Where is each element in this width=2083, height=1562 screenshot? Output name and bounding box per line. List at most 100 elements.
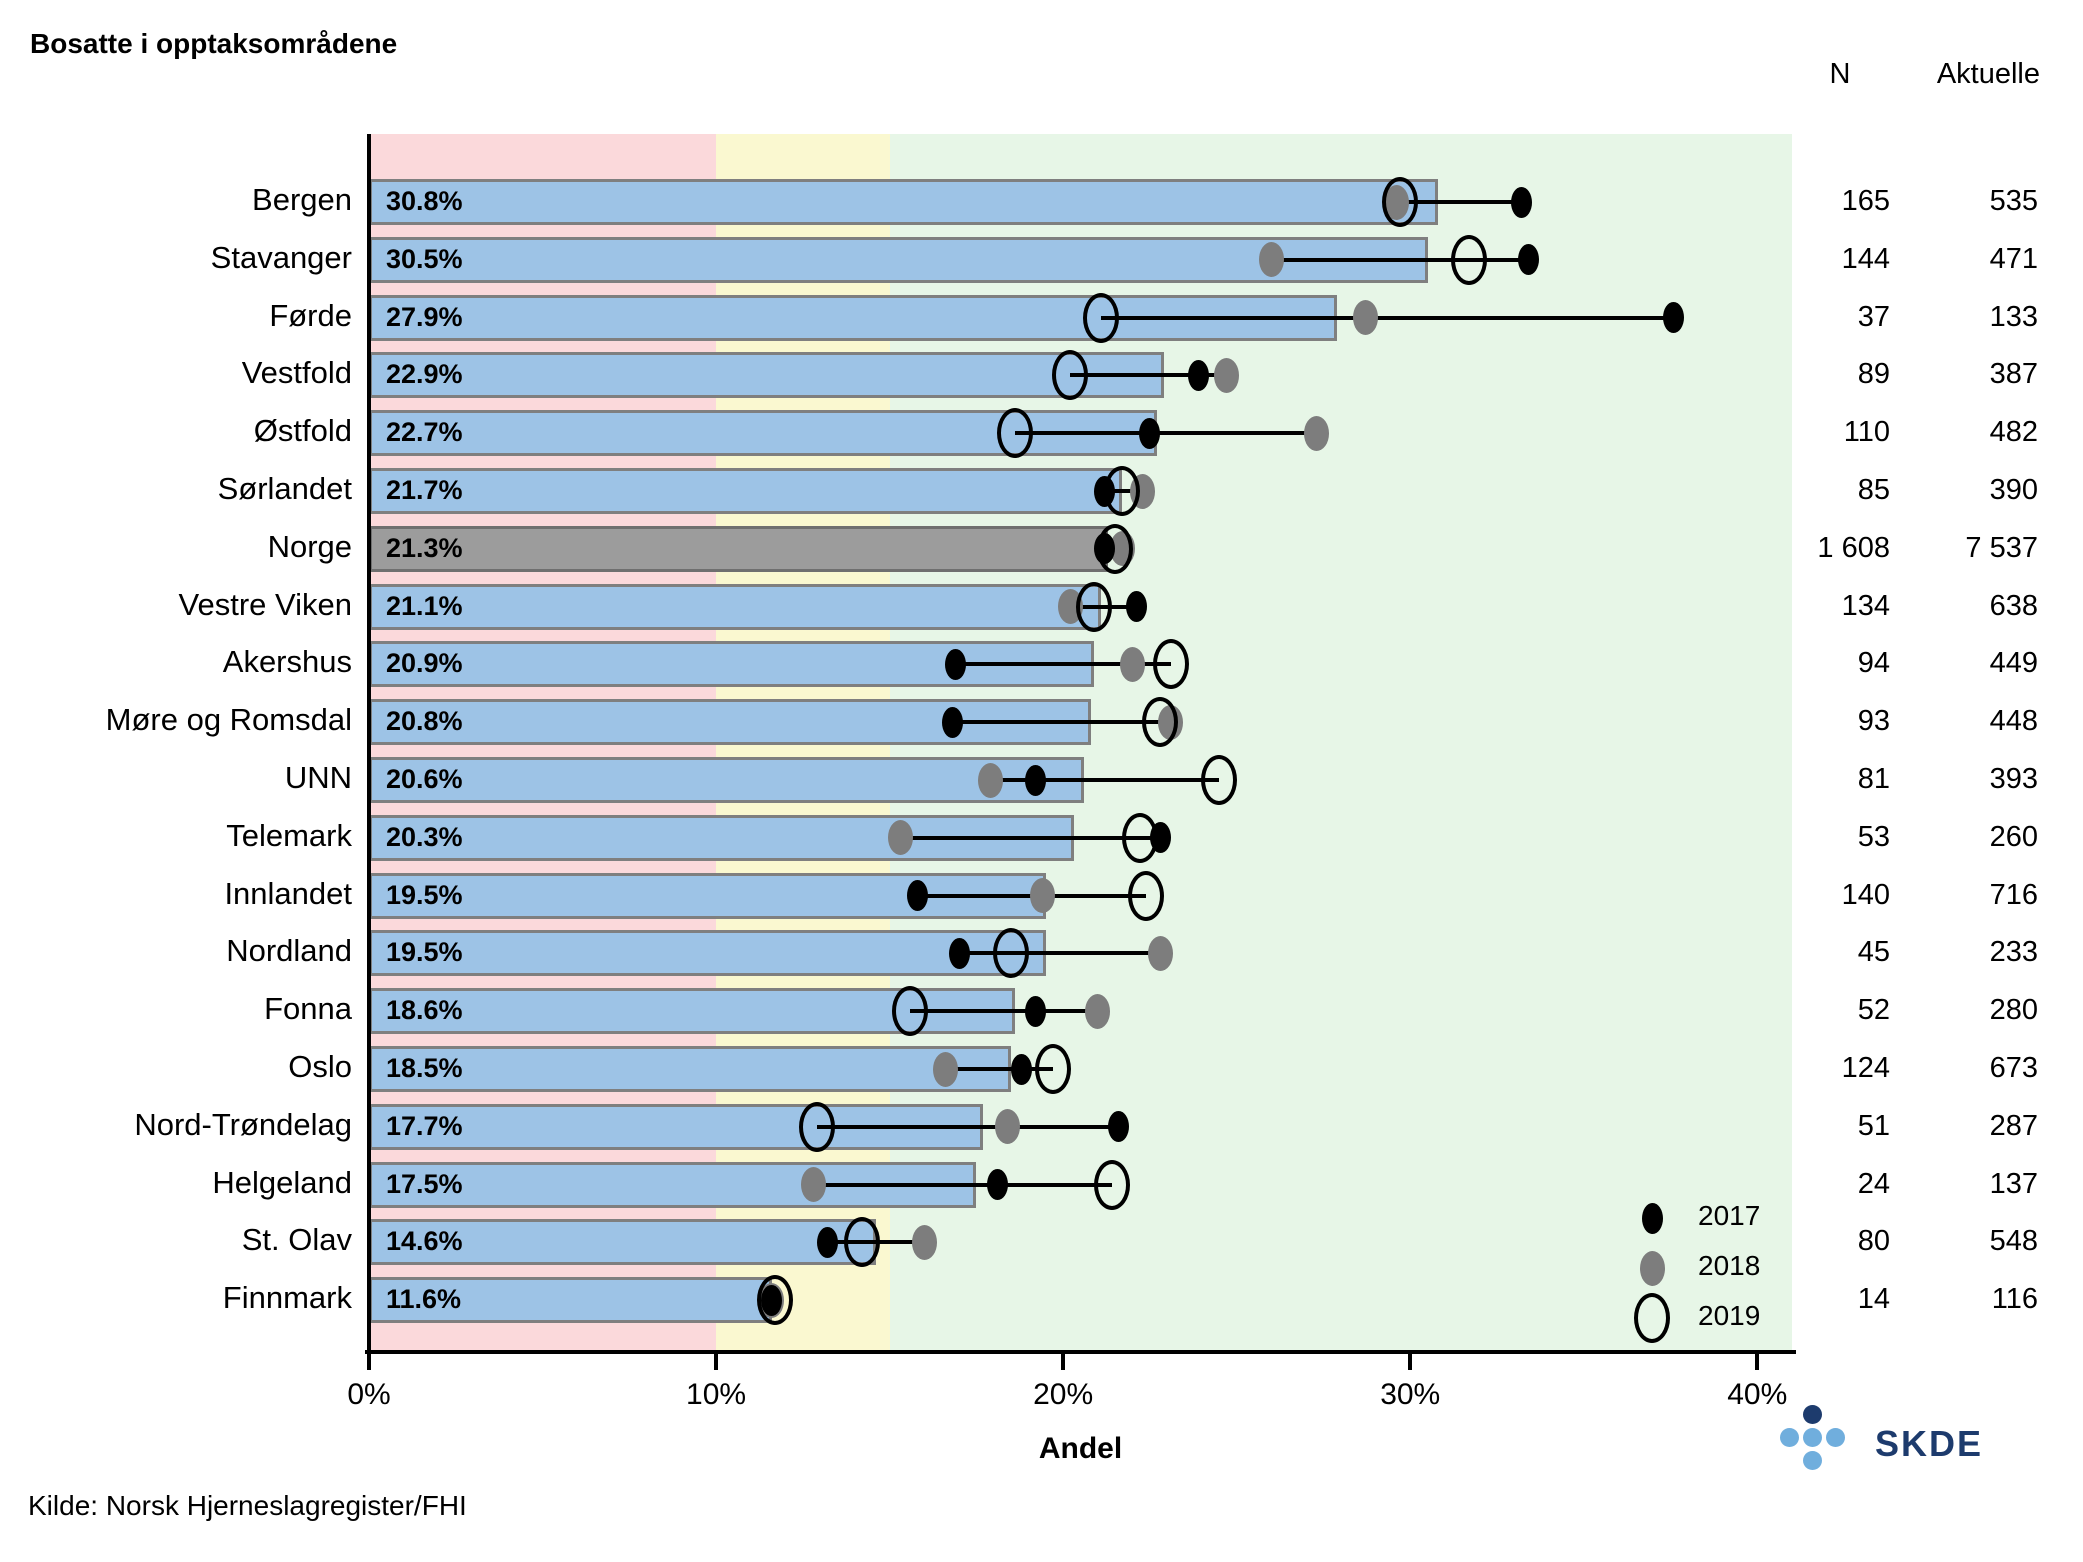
x-tick xyxy=(367,1354,371,1370)
dot-2017 xyxy=(1663,302,1685,334)
legend-marker-2019-icon xyxy=(1634,1293,1670,1343)
bar xyxy=(369,1277,772,1324)
x-tick-label: 20% xyxy=(1033,1378,1094,1411)
dot-2018 xyxy=(1120,646,1146,682)
bar xyxy=(369,1219,876,1266)
x-tick-label: 30% xyxy=(1380,1378,1441,1411)
row-label: Finnmark xyxy=(222,1280,352,1316)
bar-value-label: 20.3% xyxy=(386,821,463,852)
circle-2019 xyxy=(798,1101,835,1152)
circle-2019 xyxy=(1128,870,1165,921)
bar-value-label: 27.9% xyxy=(386,301,463,332)
circle-2019 xyxy=(1076,581,1113,632)
page-title: Bosatte i opptaksområdene xyxy=(30,28,398,59)
connector-line xyxy=(900,835,1161,840)
dot-2017 xyxy=(1108,1111,1130,1143)
bar xyxy=(369,930,1046,977)
logo-text: SKDE xyxy=(1875,1423,1984,1464)
row-label: Østfold xyxy=(253,413,352,449)
bar xyxy=(369,352,1164,399)
row-label: Bergen xyxy=(252,182,352,217)
aktuelle-value: 535 xyxy=(1989,185,2038,217)
row-label: Fonna xyxy=(264,991,352,1027)
row-label: Sørlandet xyxy=(217,471,352,506)
x-tick xyxy=(714,1354,719,1370)
connector-line xyxy=(1014,431,1317,436)
connector-line xyxy=(959,951,1161,956)
bar-value-label: 21.3% xyxy=(386,532,463,563)
n-value: 37 xyxy=(1857,300,1890,333)
circle-2019 xyxy=(1142,697,1179,748)
legend-label: 2018 xyxy=(1698,1250,1761,1281)
aktuelle-value: 7 537 xyxy=(1965,531,2038,564)
bar-value-label: 19.5% xyxy=(386,879,463,910)
connector-line xyxy=(990,778,1220,782)
circle-2019 xyxy=(1152,639,1189,690)
bar-value-label: 30.5% xyxy=(386,243,463,274)
connector-line xyxy=(955,662,1171,667)
x-tick-label: 10% xyxy=(686,1378,747,1411)
circle-2019 xyxy=(996,408,1033,459)
n-value: 53 xyxy=(1857,820,1890,853)
dot-2017 xyxy=(986,1169,1008,1201)
circle-2019 xyxy=(993,928,1030,979)
connector-line xyxy=(813,1182,1112,1187)
n-value: 93 xyxy=(1857,705,1890,738)
bar-value-label: 21.1% xyxy=(386,590,463,621)
dot-2017 xyxy=(1010,1053,1032,1085)
dot-2017 xyxy=(1139,417,1161,449)
logo-dot-left xyxy=(1780,1428,1799,1447)
dot-2017 xyxy=(816,1226,838,1258)
circle-2019 xyxy=(1201,755,1238,805)
column-header-aktuelle: Aktuelle xyxy=(1936,58,2040,90)
bar-value-label: 19.5% xyxy=(386,937,463,968)
dot-2017 xyxy=(1510,186,1532,218)
circle-2019 xyxy=(1093,1159,1130,1210)
dot-2018 xyxy=(977,762,1003,798)
circle-2019 xyxy=(1381,177,1418,227)
n-value: 124 xyxy=(1841,1052,1890,1084)
circle-2019 xyxy=(892,986,929,1037)
source-note: Kilde: Norsk Hjerneslagregister/FHI xyxy=(28,1490,467,1521)
row-label: Nord-Trøndelag xyxy=(134,1106,352,1142)
circle-2019 xyxy=(1034,1044,1071,1094)
x-tick xyxy=(1408,1354,1413,1370)
connector-line xyxy=(910,1009,1098,1014)
row-label: Norge xyxy=(267,528,352,564)
connector-line xyxy=(816,1124,1119,1129)
aktuelle-value: 716 xyxy=(1989,878,2038,911)
dot-2018 xyxy=(1085,993,1111,1029)
connector-line xyxy=(952,720,1171,725)
dot-2017 xyxy=(941,706,963,738)
n-value: 80 xyxy=(1857,1225,1890,1258)
dot-2018 xyxy=(1029,878,1055,914)
aktuelle-value: 133 xyxy=(1989,300,2038,333)
aktuelle-value: 449 xyxy=(1989,647,2038,680)
row-label: St. Olav xyxy=(241,1222,352,1258)
dot-2018 xyxy=(1147,935,1173,971)
dot-2018 xyxy=(911,1224,937,1260)
connector-line xyxy=(1070,373,1227,378)
aktuelle-value: 673 xyxy=(1989,1052,2038,1084)
n-value: 14 xyxy=(1857,1283,1890,1316)
aktuelle-value: 638 xyxy=(1989,589,2038,622)
row-label: Førde xyxy=(269,297,352,333)
bar-value-label: 18.5% xyxy=(386,1053,463,1083)
y-axis-line xyxy=(367,134,371,1350)
n-value: 85 xyxy=(1857,474,1890,506)
n-value: 45 xyxy=(1857,936,1890,969)
circle-2019 xyxy=(1052,350,1089,401)
dot-2018 xyxy=(1304,415,1329,451)
legend-marker-2018-icon xyxy=(1640,1251,1665,1286)
bar-value-label: 17.7% xyxy=(386,1110,463,1141)
plot-area: 30.8% 30.5% 27.9% 22.9% 22.7% 21.7% 21.3% 21.1%… xyxy=(369,134,1792,1350)
bar xyxy=(369,1046,1012,1092)
row-label: Akershus xyxy=(222,644,352,680)
circle-2019 xyxy=(757,1275,794,1326)
dot-2017 xyxy=(945,648,967,680)
x-tick xyxy=(1755,1354,1760,1370)
bar-value-label: 21.7% xyxy=(386,475,463,505)
circle-2019 xyxy=(1121,812,1158,863)
n-value: 52 xyxy=(1857,994,1890,1027)
